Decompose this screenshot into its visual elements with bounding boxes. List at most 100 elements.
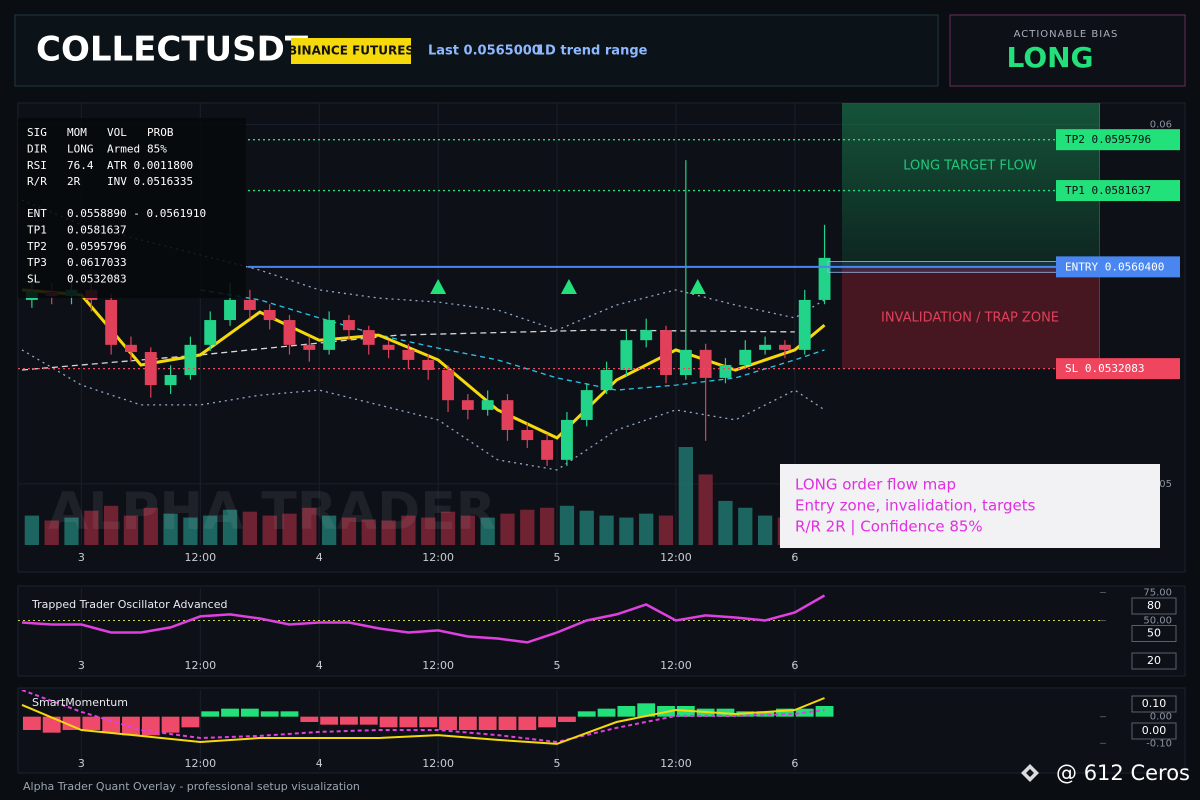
credit: @ 612 Ceros	[1056, 761, 1190, 785]
volume-bar	[539, 507, 555, 545]
info-cell: TP2	[27, 240, 47, 253]
value-badge-text: 20	[1147, 654, 1161, 667]
volume-bar	[678, 447, 693, 545]
candle-body	[759, 344, 772, 350]
note-line: LONG order flow map	[795, 476, 956, 494]
volume-bar	[242, 511, 257, 545]
level-badge-text: ENTRY 0.0560400	[1065, 260, 1164, 273]
x-tick-label: 4	[316, 757, 323, 770]
candle-body	[442, 369, 454, 401]
info-cell: 85%	[147, 142, 167, 155]
volume-bar	[361, 519, 376, 545]
x-tick-label: 3	[78, 757, 85, 770]
credit-icon	[1021, 764, 1039, 782]
momentum-bar	[379, 716, 398, 728]
volume-bar	[421, 517, 436, 545]
volume-bar	[143, 507, 158, 545]
volume-bar	[460, 515, 475, 545]
x-tick-label: 3	[78, 659, 85, 672]
level-name: TP2	[1065, 133, 1085, 146]
candle-body	[521, 430, 534, 441]
value-badge	[1131, 597, 1177, 615]
y-tick-label: 75.00	[1143, 587, 1172, 598]
overlay-line	[21, 288, 826, 440]
volume-bar	[639, 513, 654, 545]
volume-bar	[302, 507, 317, 545]
momentum-bar	[399, 716, 418, 728]
x-tick-label: 12:00	[422, 659, 454, 672]
candle-body	[422, 359, 435, 370]
momentum-bar	[597, 708, 616, 717]
x-tick-label: 5	[554, 757, 561, 770]
value-badge	[1131, 625, 1177, 642]
level-badge	[1056, 358, 1180, 380]
info-box	[18, 118, 246, 298]
candle-body	[481, 400, 494, 410]
chart-layer: 3 12:00 4 12:00 5 12:00 6 0.05 0.06 LONG TARGET F…	[18, 103, 1180, 770]
info-cell: TP1	[27, 223, 47, 236]
info-cell: 0.0595796	[67, 240, 127, 253]
value-badge-text: 0.00	[1142, 724, 1167, 737]
volume-bar	[520, 509, 535, 545]
level-name: TP1	[1065, 184, 1085, 197]
volume-bar	[579, 510, 594, 545]
y-tick-label: 50.00	[1143, 615, 1172, 626]
momentum-bar	[815, 706, 834, 717]
y-tick-label: 0.00	[1150, 712, 1172, 723]
bias-label: ACTIONABLE BIAS	[1014, 29, 1119, 40]
candle-body	[501, 400, 514, 431]
momentum-bar	[42, 716, 61, 733]
candle-body	[263, 309, 276, 321]
x-tick-label: 5	[554, 551, 561, 564]
symbol: COLLECTUSDT	[36, 30, 309, 70]
range: 1D trend range	[536, 44, 648, 59]
candle-body	[660, 330, 672, 376]
oscillator-chart	[18, 588, 1100, 672]
momentum-line	[21, 697, 825, 745]
info-cell: DIR	[27, 142, 47, 155]
candle-body	[164, 375, 177, 386]
momentum-bar	[280, 711, 299, 717]
signal-arrow	[430, 278, 447, 294]
level-name: ENTRY	[1065, 260, 1098, 273]
signal-arrow	[560, 278, 577, 294]
x-tick-label: 6	[791, 659, 798, 672]
candle-body	[342, 320, 355, 331]
info-cell: ENT	[27, 207, 47, 220]
x-tick-label: 12:00	[184, 757, 216, 770]
note-line: Entry zone, invalidation, targets	[795, 497, 1036, 515]
volume-bar	[698, 474, 713, 545]
candle-body	[600, 369, 613, 391]
info-cell: 2R	[67, 175, 81, 188]
momentum-bar	[260, 711, 279, 717]
candle-body	[402, 349, 415, 360]
volume-bar	[599, 515, 614, 545]
info-cell: PROB	[147, 126, 174, 139]
oscillator-panel	[17, 585, 1186, 677]
momentum-bar	[756, 711, 775, 717]
level-badge	[1056, 129, 1180, 151]
watermark: ALPHA TRADER	[48, 482, 496, 542]
info-cell: LONG	[67, 142, 94, 155]
level-badge	[1056, 256, 1180, 278]
x-tick-label: 12:00	[184, 659, 216, 672]
x-tick-label: 5	[554, 659, 561, 672]
info-cell: 0.0532083	[67, 273, 127, 286]
candle-body	[382, 344, 395, 350]
candle-body	[461, 400, 474, 410]
candle-body	[560, 419, 573, 460]
exchange: BINANCE FUTURES	[288, 44, 414, 58]
candle-body	[184, 344, 197, 376]
info-cell: 0.0617033	[67, 256, 127, 269]
volume-bar	[658, 515, 674, 545]
momentum-bar	[141, 716, 160, 736]
x-tick-label: 12:00	[660, 659, 692, 672]
candle-body	[818, 257, 831, 300]
volume-bar	[381, 520, 396, 545]
value-badge-text: 50	[1147, 627, 1161, 640]
momentum-bar	[161, 716, 180, 733]
candle-body	[719, 364, 732, 378]
volume-bar	[64, 517, 79, 545]
volume-bar	[401, 515, 416, 545]
value-badge-text: 0.10	[1142, 697, 1167, 710]
